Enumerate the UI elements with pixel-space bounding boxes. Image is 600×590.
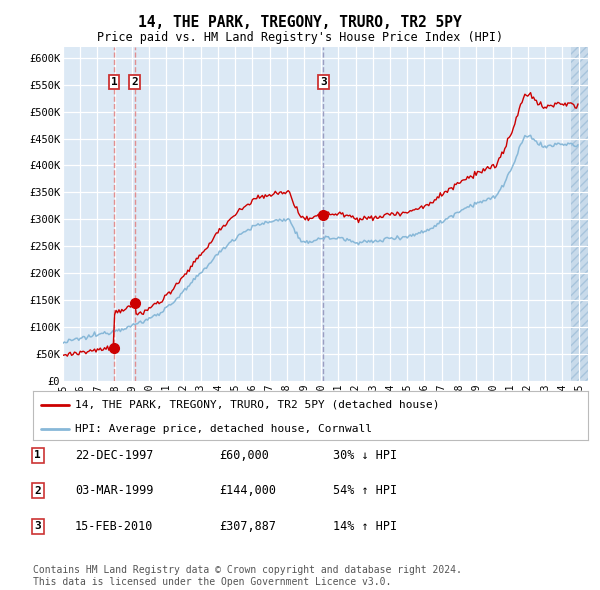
Text: 15-FEB-2010: 15-FEB-2010 xyxy=(75,520,154,533)
Text: HPI: Average price, detached house, Cornwall: HPI: Average price, detached house, Corn… xyxy=(74,424,371,434)
Text: 22-DEC-1997: 22-DEC-1997 xyxy=(75,449,154,462)
Text: 1: 1 xyxy=(111,77,118,87)
Text: £144,000: £144,000 xyxy=(219,484,276,497)
Text: 54% ↑ HPI: 54% ↑ HPI xyxy=(333,484,397,497)
Text: 14% ↑ HPI: 14% ↑ HPI xyxy=(333,520,397,533)
Text: 2: 2 xyxy=(34,486,41,496)
Text: 2: 2 xyxy=(131,77,138,87)
Text: £307,887: £307,887 xyxy=(219,520,276,533)
Text: Price paid vs. HM Land Registry's House Price Index (HPI): Price paid vs. HM Land Registry's House … xyxy=(97,31,503,44)
Text: 14, THE PARK, TREGONY, TRURO, TR2 5PY: 14, THE PARK, TREGONY, TRURO, TR2 5PY xyxy=(138,15,462,30)
Bar xyxy=(571,47,588,381)
Text: £60,000: £60,000 xyxy=(219,449,269,462)
Text: 14, THE PARK, TREGONY, TRURO, TR2 5PY (detached house): 14, THE PARK, TREGONY, TRURO, TR2 5PY (d… xyxy=(74,399,439,409)
Text: 3: 3 xyxy=(34,522,41,531)
Text: 30% ↓ HPI: 30% ↓ HPI xyxy=(333,449,397,462)
Text: 3: 3 xyxy=(320,77,326,87)
Text: 03-MAR-1999: 03-MAR-1999 xyxy=(75,484,154,497)
Text: 1: 1 xyxy=(34,451,41,460)
Bar xyxy=(571,47,588,381)
Text: Contains HM Land Registry data © Crown copyright and database right 2024.
This d: Contains HM Land Registry data © Crown c… xyxy=(33,565,462,587)
